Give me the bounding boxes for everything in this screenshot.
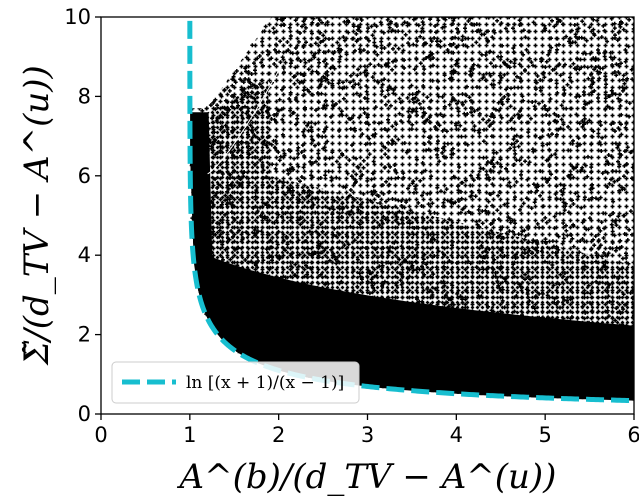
x-tick-label: 2 xyxy=(272,423,285,447)
legend-label-ln-curve: ln [(x + 1)/(x − 1)] xyxy=(186,373,344,393)
y-tick-label: 8 xyxy=(78,84,91,108)
x-tick-label: 6 xyxy=(627,423,639,447)
x-axis-ticks: 0 1 2 3 4 5 6 xyxy=(94,414,639,447)
x-axis-label: A^(b)/(d_TV − A^(u)) xyxy=(177,457,557,496)
legend: ln [(x + 1)/(x − 1)] xyxy=(111,361,360,404)
cloud-streak xyxy=(207,70,280,175)
y-tick-label: 0 xyxy=(78,402,91,426)
y-axis-ticks: 0 2 4 6 8 10 xyxy=(64,5,101,426)
y-axis-label: Σ̃/(d_TV − A^(u)) xyxy=(17,65,57,367)
y-tick-label: 2 xyxy=(78,323,91,347)
y-tick-label: 4 xyxy=(78,243,91,267)
x-tick-label: 4 xyxy=(450,423,463,447)
x-tick-label: 3 xyxy=(361,423,374,447)
series-line-ln-curve xyxy=(187,20,634,404)
plot-area xyxy=(187,17,634,404)
x-tick-label: 1 xyxy=(183,423,196,447)
x-tick-label: 0 xyxy=(94,423,107,447)
y-tick-label: 6 xyxy=(78,164,91,188)
cloud-sparse xyxy=(190,17,634,401)
legend-box xyxy=(111,361,360,404)
x-tick-label: 5 xyxy=(538,423,551,447)
scatter-point-cloud xyxy=(190,17,634,401)
y-tick-label: 10 xyxy=(64,5,91,29)
